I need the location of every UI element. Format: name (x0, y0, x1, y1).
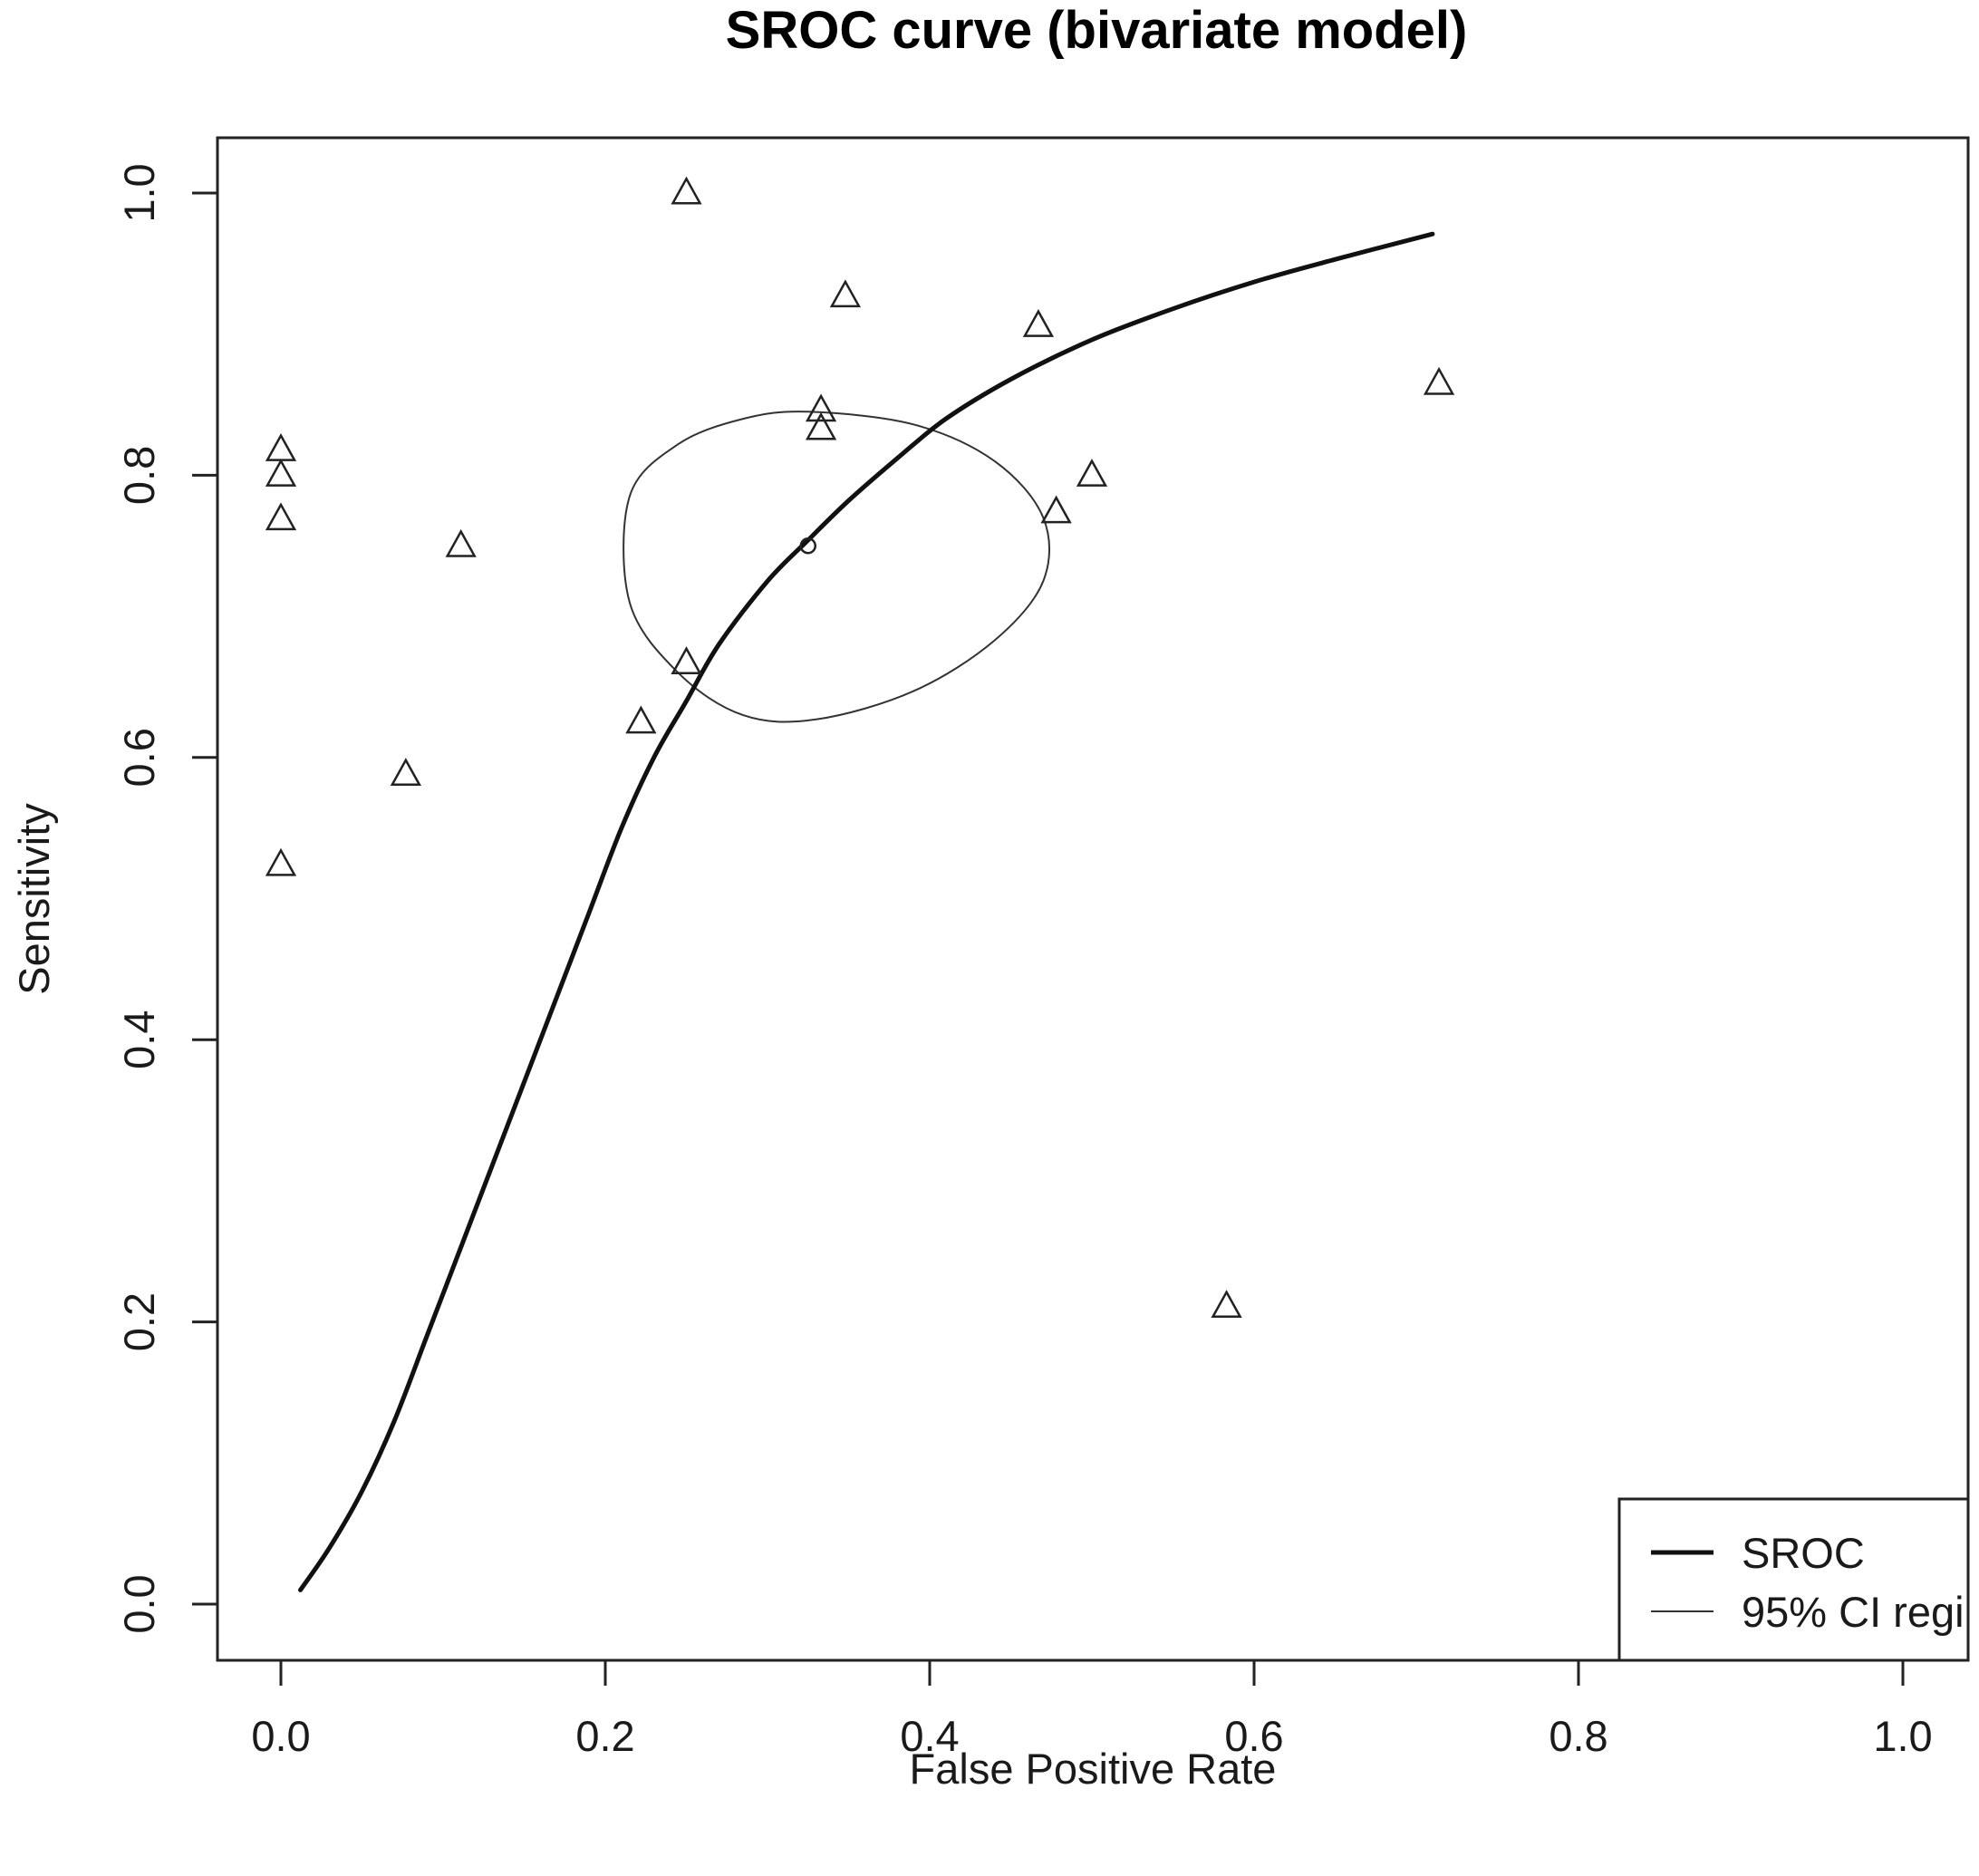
x-tick-label: 0.6 (1224, 1712, 1283, 1760)
study-point-triangle (1211, 1290, 1242, 1318)
legend-label-sroc: SROC (1742, 1529, 1865, 1577)
y-axis-label: Sensitivity (10, 803, 58, 995)
x-tick-label: 0.4 (900, 1712, 959, 1760)
study-point-triangle (1076, 459, 1108, 487)
x-tick-label: 1.0 (1873, 1712, 1932, 1760)
study-point-triangle (829, 279, 862, 308)
y-tick-label: 0.6 (115, 728, 163, 787)
x-tick-label: 0.8 (1549, 1712, 1607, 1760)
y-tick-label: 1.0 (115, 163, 163, 222)
study-point-triangle (265, 433, 297, 461)
ci-region-curve (623, 411, 1050, 723)
study-point-triangle (1423, 366, 1455, 395)
study-point-triangle (1022, 309, 1055, 337)
study-point-triangle (805, 393, 837, 422)
y-tick-label: 0.2 (115, 1292, 163, 1351)
study-point-triangle (671, 176, 702, 205)
summary-point-circle (799, 537, 816, 555)
study-point-triangle (265, 502, 297, 531)
legend-label-ci: 95% CI regi (1742, 1588, 1965, 1636)
study-point-triangle (671, 646, 702, 674)
legend: SROC 95% CI regi (1617, 1497, 1970, 1662)
study-point-triangle (445, 528, 477, 557)
x-tick-label: 0.0 (251, 1712, 310, 1760)
study-point-triangle (625, 705, 657, 734)
sroc-curve (298, 231, 1435, 1592)
y-axis: 0.0 0.2 0.4 0.6 0.8 1.0 (115, 163, 219, 1634)
x-axis-label: False Positive Rate (910, 1745, 1277, 1793)
y-tick-label: 0.8 (115, 446, 163, 505)
chart-title: SROC curve (bivariate model) (726, 1, 1468, 60)
y-tick-label: 0.4 (115, 1011, 163, 1069)
study-point-triangle (1040, 495, 1072, 524)
study-point-triangle (390, 758, 421, 786)
y-tick-label: 0.0 (115, 1574, 163, 1633)
study-point-triangle (805, 411, 837, 440)
plot-frame (216, 136, 1970, 1662)
study-point-triangle (265, 847, 297, 876)
study-point-triangle (265, 459, 297, 487)
legend-box (1617, 1497, 1970, 1662)
x-tick-label: 0.2 (575, 1712, 634, 1760)
